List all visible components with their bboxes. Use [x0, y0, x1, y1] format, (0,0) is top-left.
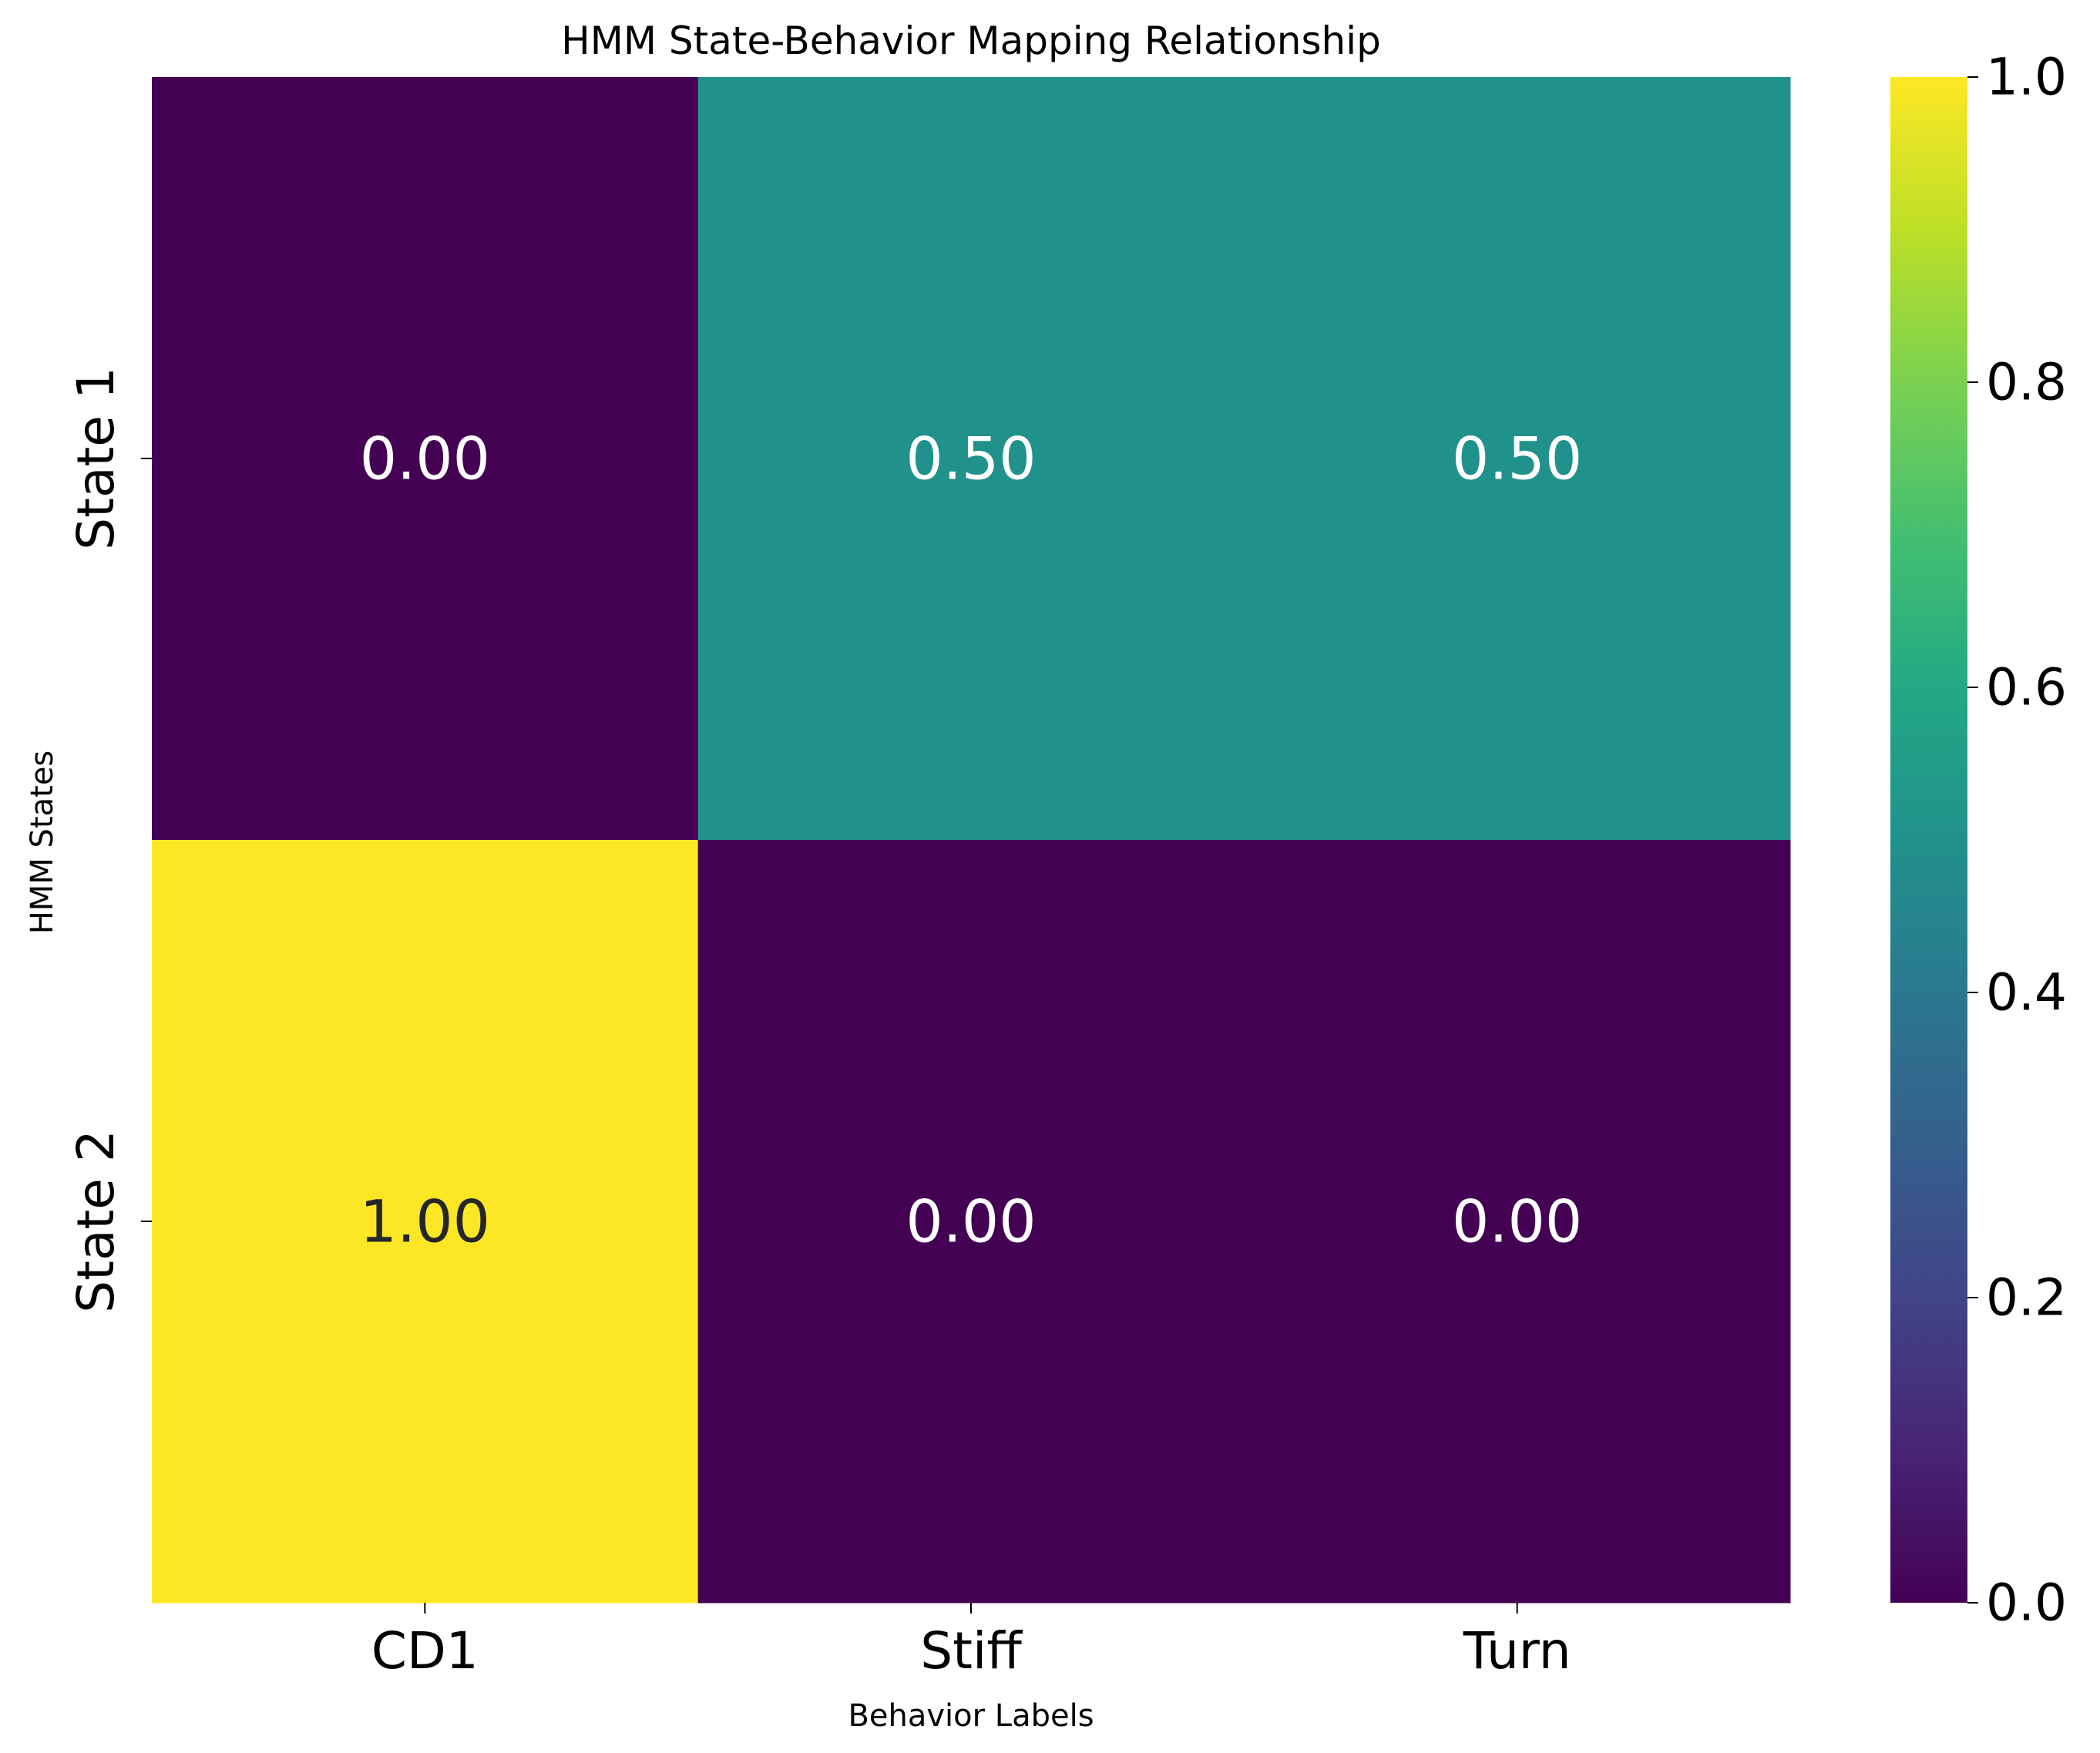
colorbar-gradient	[1890, 77, 1967, 1603]
colorbar-ticks: 0.0 0.2 0.4 0.6 0.8 1.0	[1967, 48, 2067, 1633]
colorbar	[1890, 77, 1967, 1603]
heatmap-cell	[697, 77, 1245, 841]
cell-value-label: 0.00	[906, 1187, 1036, 1256]
x-axis: CD1 Stiff Turn	[371, 1603, 1571, 1681]
colorbar-tick-label: 0.2	[1986, 1268, 2067, 1328]
x-tick-label: Turn	[1463, 1621, 1571, 1681]
y-axis: State 1 State 2	[66, 367, 152, 1313]
y-tick-label: State 2	[66, 1130, 126, 1313]
colorbar-tick-label: 1.0	[1986, 48, 2067, 107]
chart-title: HMM State-Behavior Mapping Relationship	[561, 18, 1381, 63]
colorbar-tick-label: 0.4	[1986, 963, 2067, 1023]
heatmap-cell	[1244, 840, 1791, 1604]
x-tick-label: Stiff	[920, 1621, 1023, 1681]
cell-value-label: 1.00	[360, 1187, 490, 1256]
heatmap-cell	[697, 840, 1245, 1604]
heatmap-cell-labels: 0.00 0.50 0.50 1.00 0.00 0.00	[360, 425, 1583, 1256]
colorbar-tick-label: 0.8	[1986, 353, 2067, 412]
heatmap-cell	[1244, 77, 1791, 841]
heatmap-cells	[152, 77, 1791, 1604]
cell-value-label: 0.50	[1452, 425, 1582, 493]
colorbar-tick-label: 0.6	[1986, 658, 2067, 717]
colorbar-tick-label: 0.0	[1986, 1573, 2067, 1633]
y-tick-label: State 1	[66, 367, 126, 550]
x-tick-label: CD1	[371, 1621, 479, 1681]
y-axis-label: HMM States	[25, 751, 60, 935]
cell-value-label: 0.50	[906, 425, 1036, 493]
x-axis-label: Behavior Labels	[848, 1698, 1094, 1734]
heatmap-cell	[152, 77, 699, 841]
heatmap-cell	[152, 840, 699, 1604]
cell-value-label: 0.00	[360, 425, 490, 493]
cell-value-label: 0.00	[1452, 1187, 1582, 1256]
